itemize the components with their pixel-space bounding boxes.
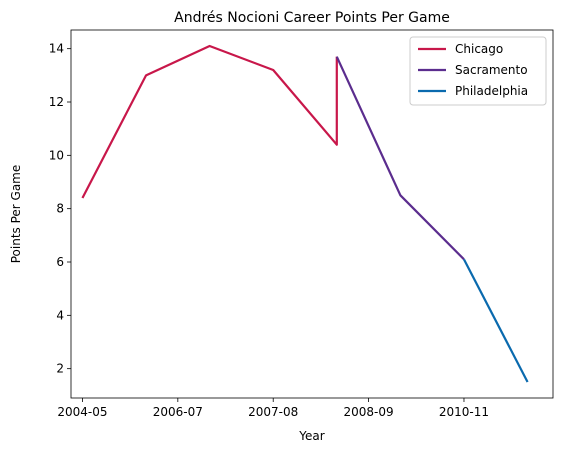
legend-label-philadelphia: Philadelphia [455,84,528,98]
y-tick-label: 14 [49,42,64,56]
series-line-sacramento [335,56,465,261]
plot-frame [70,29,554,399]
y-tick-label: 8 [56,202,64,216]
x-tick-label: 2010-11 [439,405,489,419]
x-tick-label: 2007-08 [248,405,298,419]
series-line-chicago [81,44,338,199]
y-tick-label: 2 [56,362,64,376]
y-tick-label: 12 [49,95,64,109]
x-tick-label: 2008-09 [344,405,394,419]
series-line-philadelphia [463,258,529,383]
series-layer [81,44,529,383]
x-tick-label: 2006-07 [153,405,203,419]
legend-label-sacramento: Sacramento [455,63,528,77]
chart-title: Andrés Nocioni Career Points Per Game [174,10,450,26]
y-tick-label: 6 [56,255,64,269]
y-axis-label: Points Per Game [9,165,23,264]
legend: Chicago Sacramento Philadelphia [409,36,547,106]
x-axis-label: Year [298,429,324,443]
legend-box [409,36,547,106]
x-tick-label: 2004-05 [57,405,107,419]
y-tick-label: 4 [56,308,64,322]
y-tick-label: 10 [49,148,64,162]
legend-label-chicago: Chicago [455,42,503,56]
ticks-layer: 2 4 6 8 10 12 14 2004-05 2006-07 2007-08 2008-09 20… [49,42,489,419]
